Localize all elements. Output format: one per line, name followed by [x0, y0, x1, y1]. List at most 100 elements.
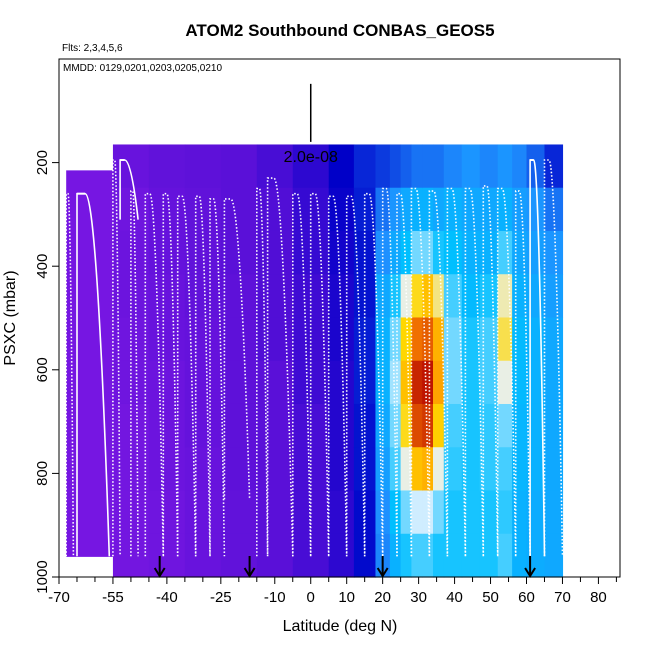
heatmap-cell: [433, 447, 445, 492]
heatmap-cell: [461, 317, 481, 362]
heatmap-cell: [411, 447, 423, 492]
heatmap-cell: [526, 230, 546, 275]
heatmap-cell: [256, 317, 294, 362]
heatmap-cell: [148, 360, 186, 405]
heatmap-cell: [400, 447, 413, 492]
heatmap-cell: [497, 144, 513, 189]
flight-profile: [209, 198, 226, 557]
heatmap-cell: [497, 230, 513, 275]
heatmap-cell: [411, 490, 423, 535]
heatmap-cell: [411, 360, 423, 405]
heatmap-cell: [220, 533, 258, 578]
x-tick-label: 40: [446, 589, 463, 606]
heatmap-cell: [66, 401, 114, 442]
heatmap-cell: [353, 490, 377, 535]
heatmap-cell: [544, 490, 564, 535]
heatmap-cell: [220, 144, 258, 189]
heatmap-cell: [512, 230, 528, 275]
x-tick-label: 70: [554, 589, 571, 606]
flight-profile: [256, 187, 269, 557]
heatmap-cell: [497, 274, 513, 319]
heatmap-cell: [526, 360, 546, 405]
heatmap-cell: [411, 403, 423, 448]
heatmap-cell: [328, 360, 355, 405]
heatmap-cell: [526, 274, 546, 319]
heatmap-cell: [389, 187, 402, 232]
heatmap-cell: [112, 230, 150, 275]
heatmap-cell: [544, 187, 564, 232]
heatmap-cell: [375, 447, 391, 492]
heatmap-cell: [148, 490, 186, 535]
y-tick-label: 600: [34, 357, 51, 382]
scale-marker: 2.0e-08: [284, 83, 338, 166]
heatmap-cell: [512, 403, 528, 448]
heatmap-cell: [422, 403, 434, 448]
heatmap-cell: [66, 286, 114, 326]
heatmap-cell: [256, 187, 294, 232]
x-tick-label: 60: [518, 589, 535, 606]
flight-profiles: [65, 159, 564, 557]
heatmap-cell: [544, 447, 564, 492]
x-tick-label: 0: [307, 589, 315, 606]
heatmap-cell: [512, 360, 528, 405]
y-tick-label: 1000: [34, 560, 51, 593]
arrow-head: [376, 567, 389, 578]
heatmap-cell: [479, 533, 499, 578]
heatmap-cell: [220, 317, 258, 362]
axes: -70 -55 -40 -25 -10 0 10 20 30 40 50 60 70 80 200 400 60…: [34, 150, 617, 606]
x-tick-label: 20: [374, 589, 391, 606]
heatmap-cell: [66, 479, 114, 519]
heatmap-cell: [400, 360, 413, 405]
heatmap-cell: [411, 317, 423, 362]
heatmap-cell: [328, 144, 355, 189]
heatmap-cell: [256, 144, 294, 189]
heatmap-cell: [292, 360, 330, 405]
heatmap-cell: [422, 447, 434, 492]
heatmap-cell: [148, 274, 186, 319]
heatmap-cell: [461, 403, 481, 448]
heatmap-cell: [526, 533, 546, 578]
heatmap-cell: [353, 144, 377, 189]
latitude-arrows: [153, 556, 536, 578]
heatmap-cell: [400, 144, 413, 189]
flight-profile: [327, 195, 348, 557]
heatmap-cell: [479, 187, 499, 232]
heatmap-cell: [512, 144, 528, 189]
heatmap-cell: [256, 274, 294, 319]
flight-profile: [119, 159, 139, 220]
flight-profile: [144, 192, 165, 557]
heatmap-cell: [292, 144, 330, 189]
heatmap-cell: [461, 447, 481, 492]
heatmap-cell: [479, 360, 499, 405]
heatmap-cell: [389, 490, 402, 535]
heatmap-cell: [526, 317, 546, 362]
heatmap-cell: [544, 533, 564, 578]
heatmap-cell: [461, 187, 481, 232]
heatmap-cell: [526, 447, 546, 492]
heatmap-cell: [353, 230, 377, 275]
heatmap-cell: [220, 490, 258, 535]
heatmap-cell: [461, 230, 481, 275]
heatmap-cell: [544, 403, 564, 448]
heatmap-cell: [422, 360, 434, 405]
heatmap-cell: [353, 360, 377, 405]
flight-profile: [112, 159, 121, 557]
heatmap-cell: [422, 533, 434, 578]
heatmap-cell: [184, 360, 222, 405]
heatmap-cell: [256, 490, 294, 535]
heatmap-cell: [66, 170, 114, 210]
heatmap-cell: [433, 187, 445, 232]
heatmap-cell: [479, 403, 499, 448]
heatmap-cell: [400, 533, 413, 578]
heatmap-cell: [497, 317, 513, 362]
heatmap-cell: [400, 230, 413, 275]
x-tick-label: 80: [590, 589, 607, 606]
flight-profile: [65, 192, 75, 557]
heatmap-cell: [497, 360, 513, 405]
heatmap-cell: [544, 274, 564, 319]
heatmap-cell: [443, 230, 463, 275]
heatmap-cell: [328, 274, 355, 319]
dates-label: MMDD: 0129,0201,0203,0205,0210: [63, 63, 222, 74]
x-tick-label: -40: [156, 589, 178, 606]
